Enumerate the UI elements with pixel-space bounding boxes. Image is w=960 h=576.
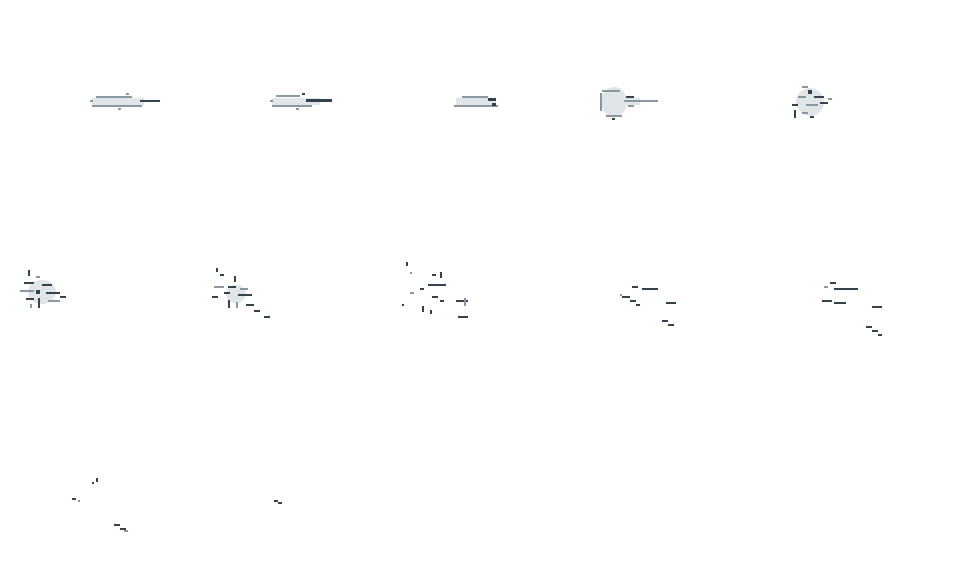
smoke-burst-sprite <box>792 86 832 118</box>
sprite-frame-5 <box>768 0 960 192</box>
sprite-frame-7 <box>192 192 384 384</box>
smoke-streak-sprite <box>270 93 332 110</box>
sprite-frame-12 <box>192 384 384 576</box>
sprite-frame-10 <box>768 192 960 384</box>
smoke-puff-sprite <box>600 87 658 120</box>
sprite-frame-4 <box>576 0 768 192</box>
spark-scatter-sprite <box>402 262 468 318</box>
spark-dashes-sprite <box>620 286 676 326</box>
spark-fading-sprite <box>72 478 128 532</box>
smoke-streak-sprite <box>90 93 160 110</box>
spark-fading-sprite <box>274 500 282 504</box>
sprite-frame-9 <box>576 192 768 384</box>
sprite-frame-2 <box>192 0 384 192</box>
spark-dashes-sprite <box>822 282 882 336</box>
sprite-frame-1 <box>0 0 192 192</box>
smoke-streak-sprite <box>454 96 498 107</box>
sprite-frame-8 <box>384 192 576 384</box>
smoke-burst-sprite <box>20 270 66 308</box>
sprite-frame-3 <box>384 0 576 192</box>
sprite-frame-11 <box>0 384 192 576</box>
sprite-frame-6 <box>0 192 192 384</box>
smoke-burst-sprite <box>212 268 270 318</box>
